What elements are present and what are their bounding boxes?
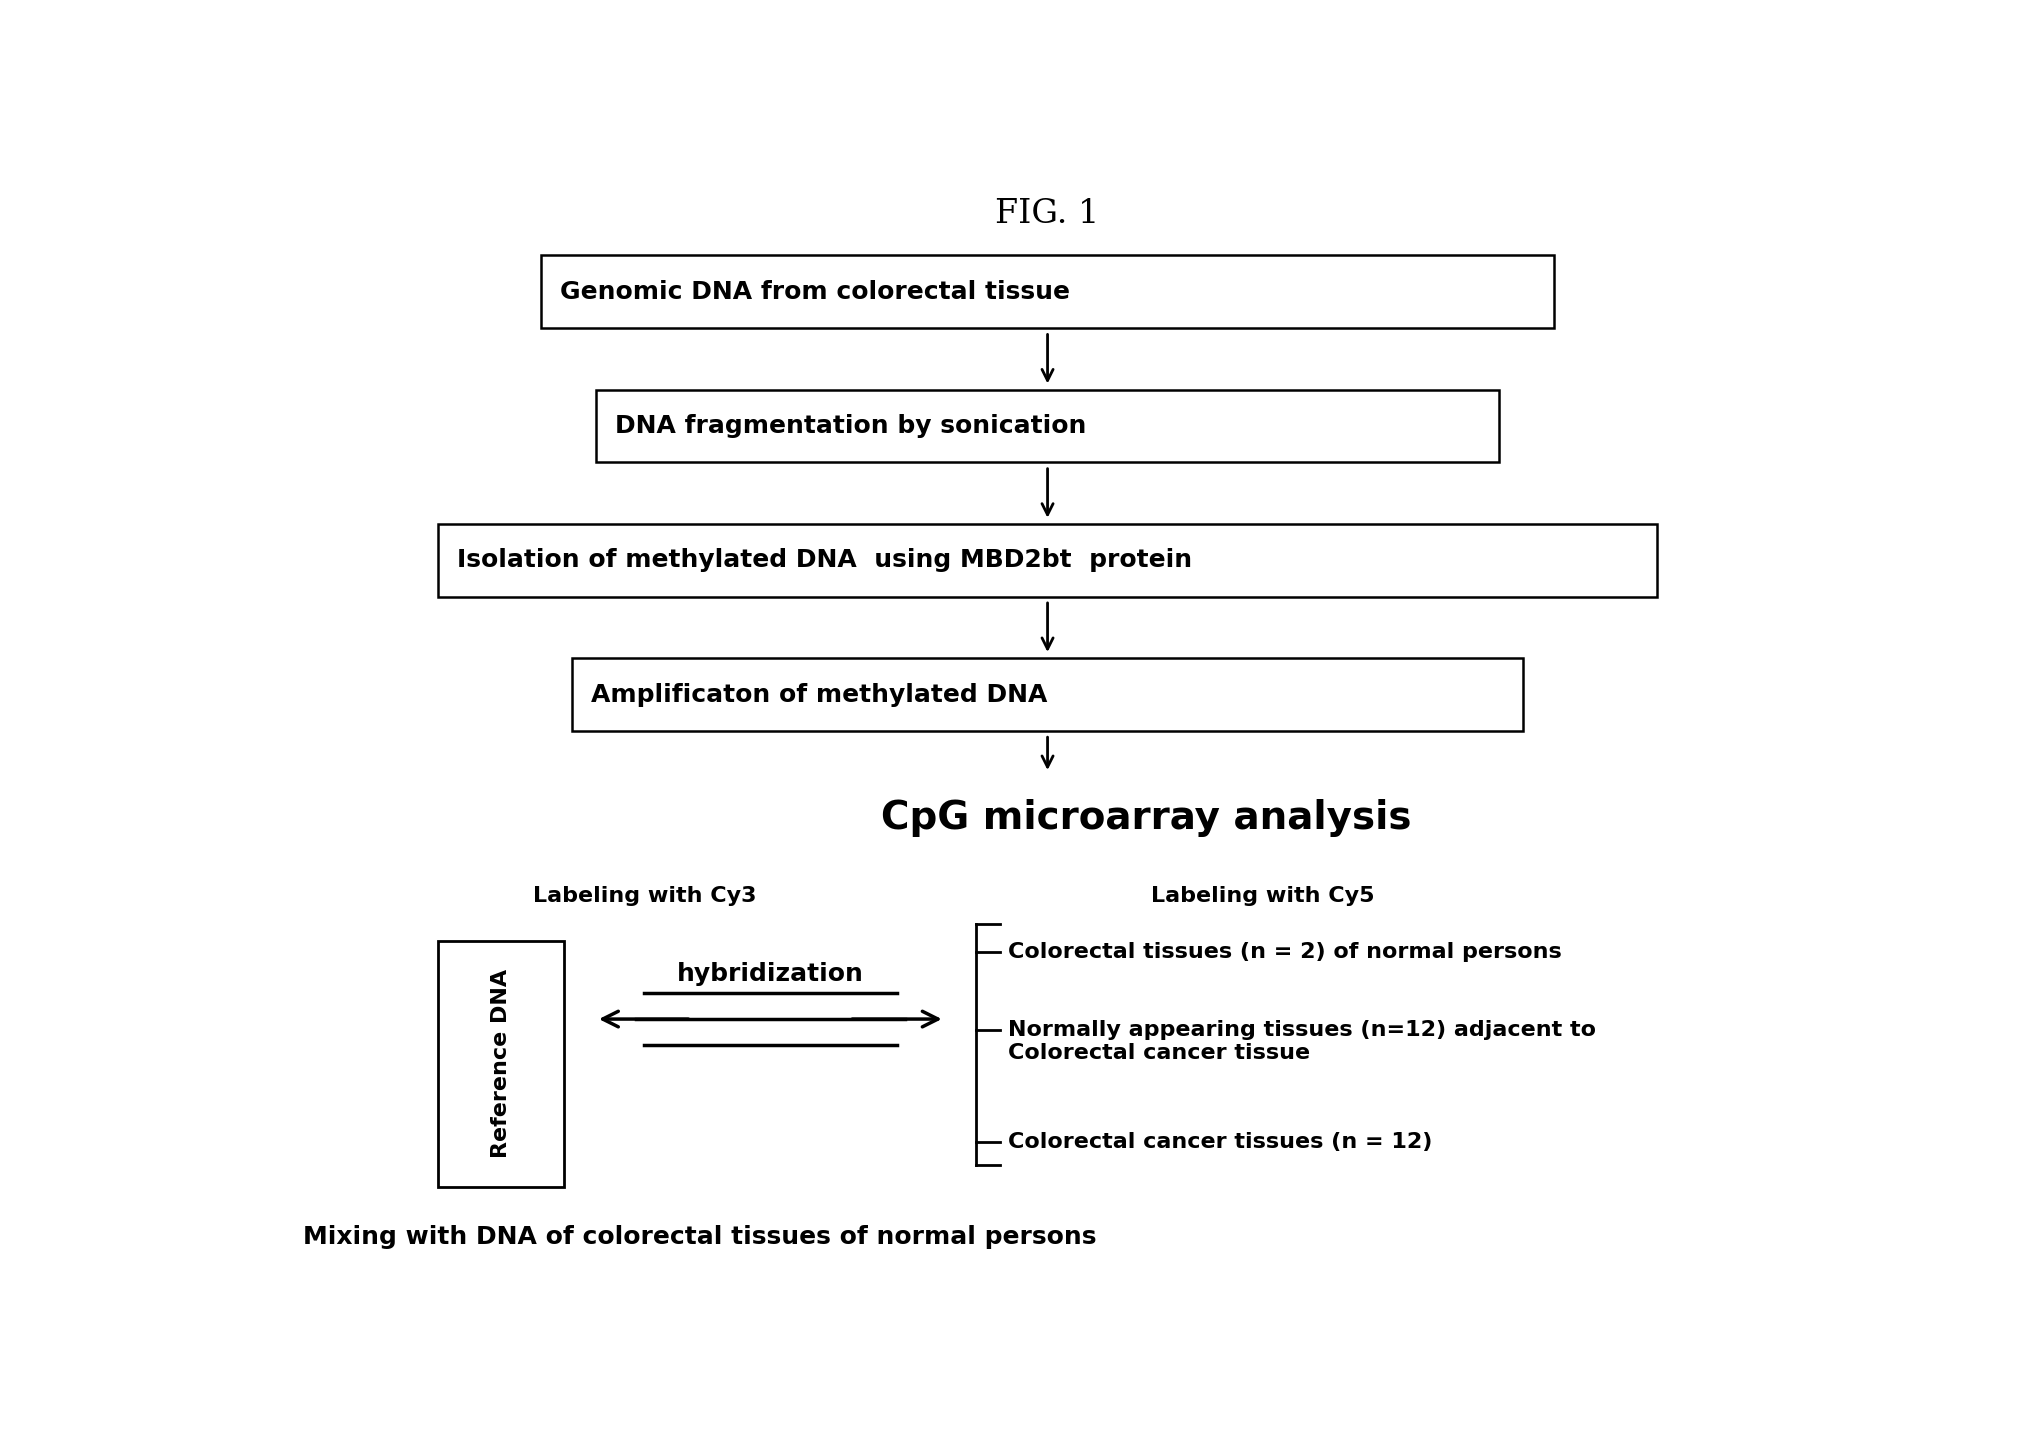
Text: Reference DNA: Reference DNA xyxy=(491,969,511,1158)
Text: Isolation of methylated DNA  using MBD2bt  protein: Isolation of methylated DNA using MBD2bt… xyxy=(456,548,1192,572)
Text: Mixing with DNA of colorectal tissues of normal persons: Mixing with DNA of colorectal tissues of… xyxy=(303,1225,1096,1250)
Bar xyxy=(437,525,1658,597)
Bar xyxy=(597,389,1498,462)
Bar xyxy=(437,940,564,1187)
Text: Genomic DNA from colorectal tissue: Genomic DNA from colorectal tissue xyxy=(560,280,1069,304)
Text: CpG microarray analysis: CpG microarray analysis xyxy=(881,799,1412,837)
Text: FIG. 1: FIG. 1 xyxy=(995,198,1100,230)
Text: Labeling with Cy3: Labeling with Cy3 xyxy=(533,886,756,907)
Text: Normally appearing tissues (n=12) adjacent to
Colorectal cancer tissue: Normally appearing tissues (n=12) adjace… xyxy=(1008,1020,1596,1064)
Bar xyxy=(572,658,1523,731)
Text: Amplificaton of methylated DNA: Amplificaton of methylated DNA xyxy=(591,683,1049,706)
Text: hybridization: hybridization xyxy=(677,962,865,987)
Text: DNA fragmentation by sonication: DNA fragmentation by sonication xyxy=(615,414,1087,439)
Text: Colorectal cancer tissues (n = 12): Colorectal cancer tissues (n = 12) xyxy=(1008,1132,1433,1152)
Bar xyxy=(540,256,1553,328)
Text: Labeling with Cy5: Labeling with Cy5 xyxy=(1151,886,1374,907)
Text: Colorectal tissues (n = 2) of normal persons: Colorectal tissues (n = 2) of normal per… xyxy=(1008,942,1562,962)
